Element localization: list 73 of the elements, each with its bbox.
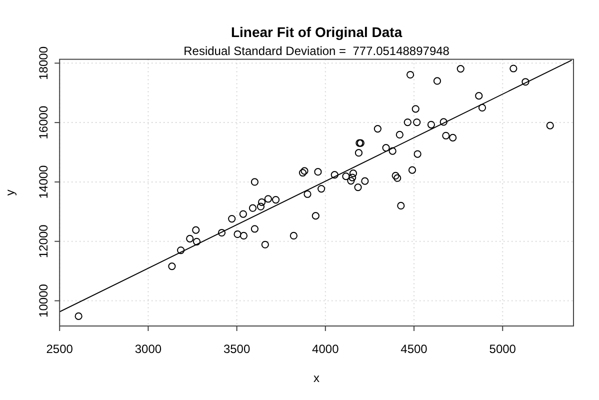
- point: [406, 70, 414, 79]
- point: [261, 240, 269, 248]
- point: [408, 166, 416, 174]
- y-tick-label: 16000: [36, 106, 51, 140]
- point: [440, 118, 448, 126]
- point: [449, 134, 457, 142]
- point: [382, 144, 390, 152]
- point: [354, 149, 363, 157]
- x-tick-label: 4500: [400, 342, 428, 356]
- point: [478, 104, 486, 112]
- x-axis-title: x: [314, 371, 320, 385]
- point: [412, 105, 420, 113]
- point: [290, 232, 298, 240]
- point: [330, 171, 338, 179]
- point: [442, 132, 450, 140]
- point: [256, 202, 265, 210]
- point: [228, 214, 236, 223]
- point: [413, 118, 421, 126]
- point: [186, 234, 194, 242]
- point: [475, 92, 483, 100]
- point: [546, 122, 554, 130]
- point: [396, 130, 404, 139]
- point: [342, 172, 350, 180]
- point: [304, 190, 312, 198]
- point: [433, 77, 442, 85]
- point: [348, 174, 356, 182]
- point: [404, 118, 412, 126]
- point: [218, 228, 226, 237]
- point: [318, 184, 326, 193]
- x-tick-label: 2500: [46, 342, 74, 356]
- point: [314, 168, 322, 176]
- x-tick-label: 3000: [134, 342, 162, 356]
- point: [456, 65, 464, 73]
- x-tick-label: 3500: [223, 342, 250, 356]
- point: [177, 246, 185, 254]
- point: [388, 147, 396, 155]
- chart-subtitle: Residual Standard Deviation = 777.05148897948: [184, 44, 450, 58]
- y-tick-label: 14000: [36, 164, 51, 199]
- point: [250, 178, 259, 186]
- point: [510, 64, 518, 72]
- point: [312, 212, 320, 220]
- point: [248, 204, 257, 212]
- y-tick-label: 10000: [36, 284, 51, 318]
- point: [234, 230, 242, 238]
- point: [361, 177, 369, 185]
- point: [374, 124, 382, 133]
- point: [354, 184, 362, 192]
- point: [272, 196, 280, 204]
- point: [414, 150, 422, 158]
- point: [349, 170, 358, 178]
- point: [250, 225, 259, 233]
- x-tick-label: 5000: [489, 342, 516, 356]
- point: [427, 120, 436, 128]
- point: [192, 226, 200, 234]
- point: [300, 167, 308, 175]
- point: [240, 232, 248, 240]
- point: [258, 198, 266, 206]
- point: [168, 262, 176, 270]
- x-tick-label: 4000: [312, 342, 340, 356]
- point: [192, 238, 201, 246]
- point: [522, 78, 530, 86]
- y-axis-title: y: [3, 190, 17, 196]
- point: [392, 172, 400, 180]
- point: [74, 312, 82, 320]
- point: [397, 202, 405, 210]
- point: [394, 174, 402, 182]
- y-tick-label: 18000: [36, 46, 51, 80]
- y-tick-label: 12000: [36, 224, 51, 258]
- point: [264, 195, 272, 203]
- point: [298, 168, 307, 177]
- point: [239, 210, 247, 218]
- point: [347, 176, 355, 185]
- chart-title: Linear Fit of Original Data: [230, 24, 402, 40]
